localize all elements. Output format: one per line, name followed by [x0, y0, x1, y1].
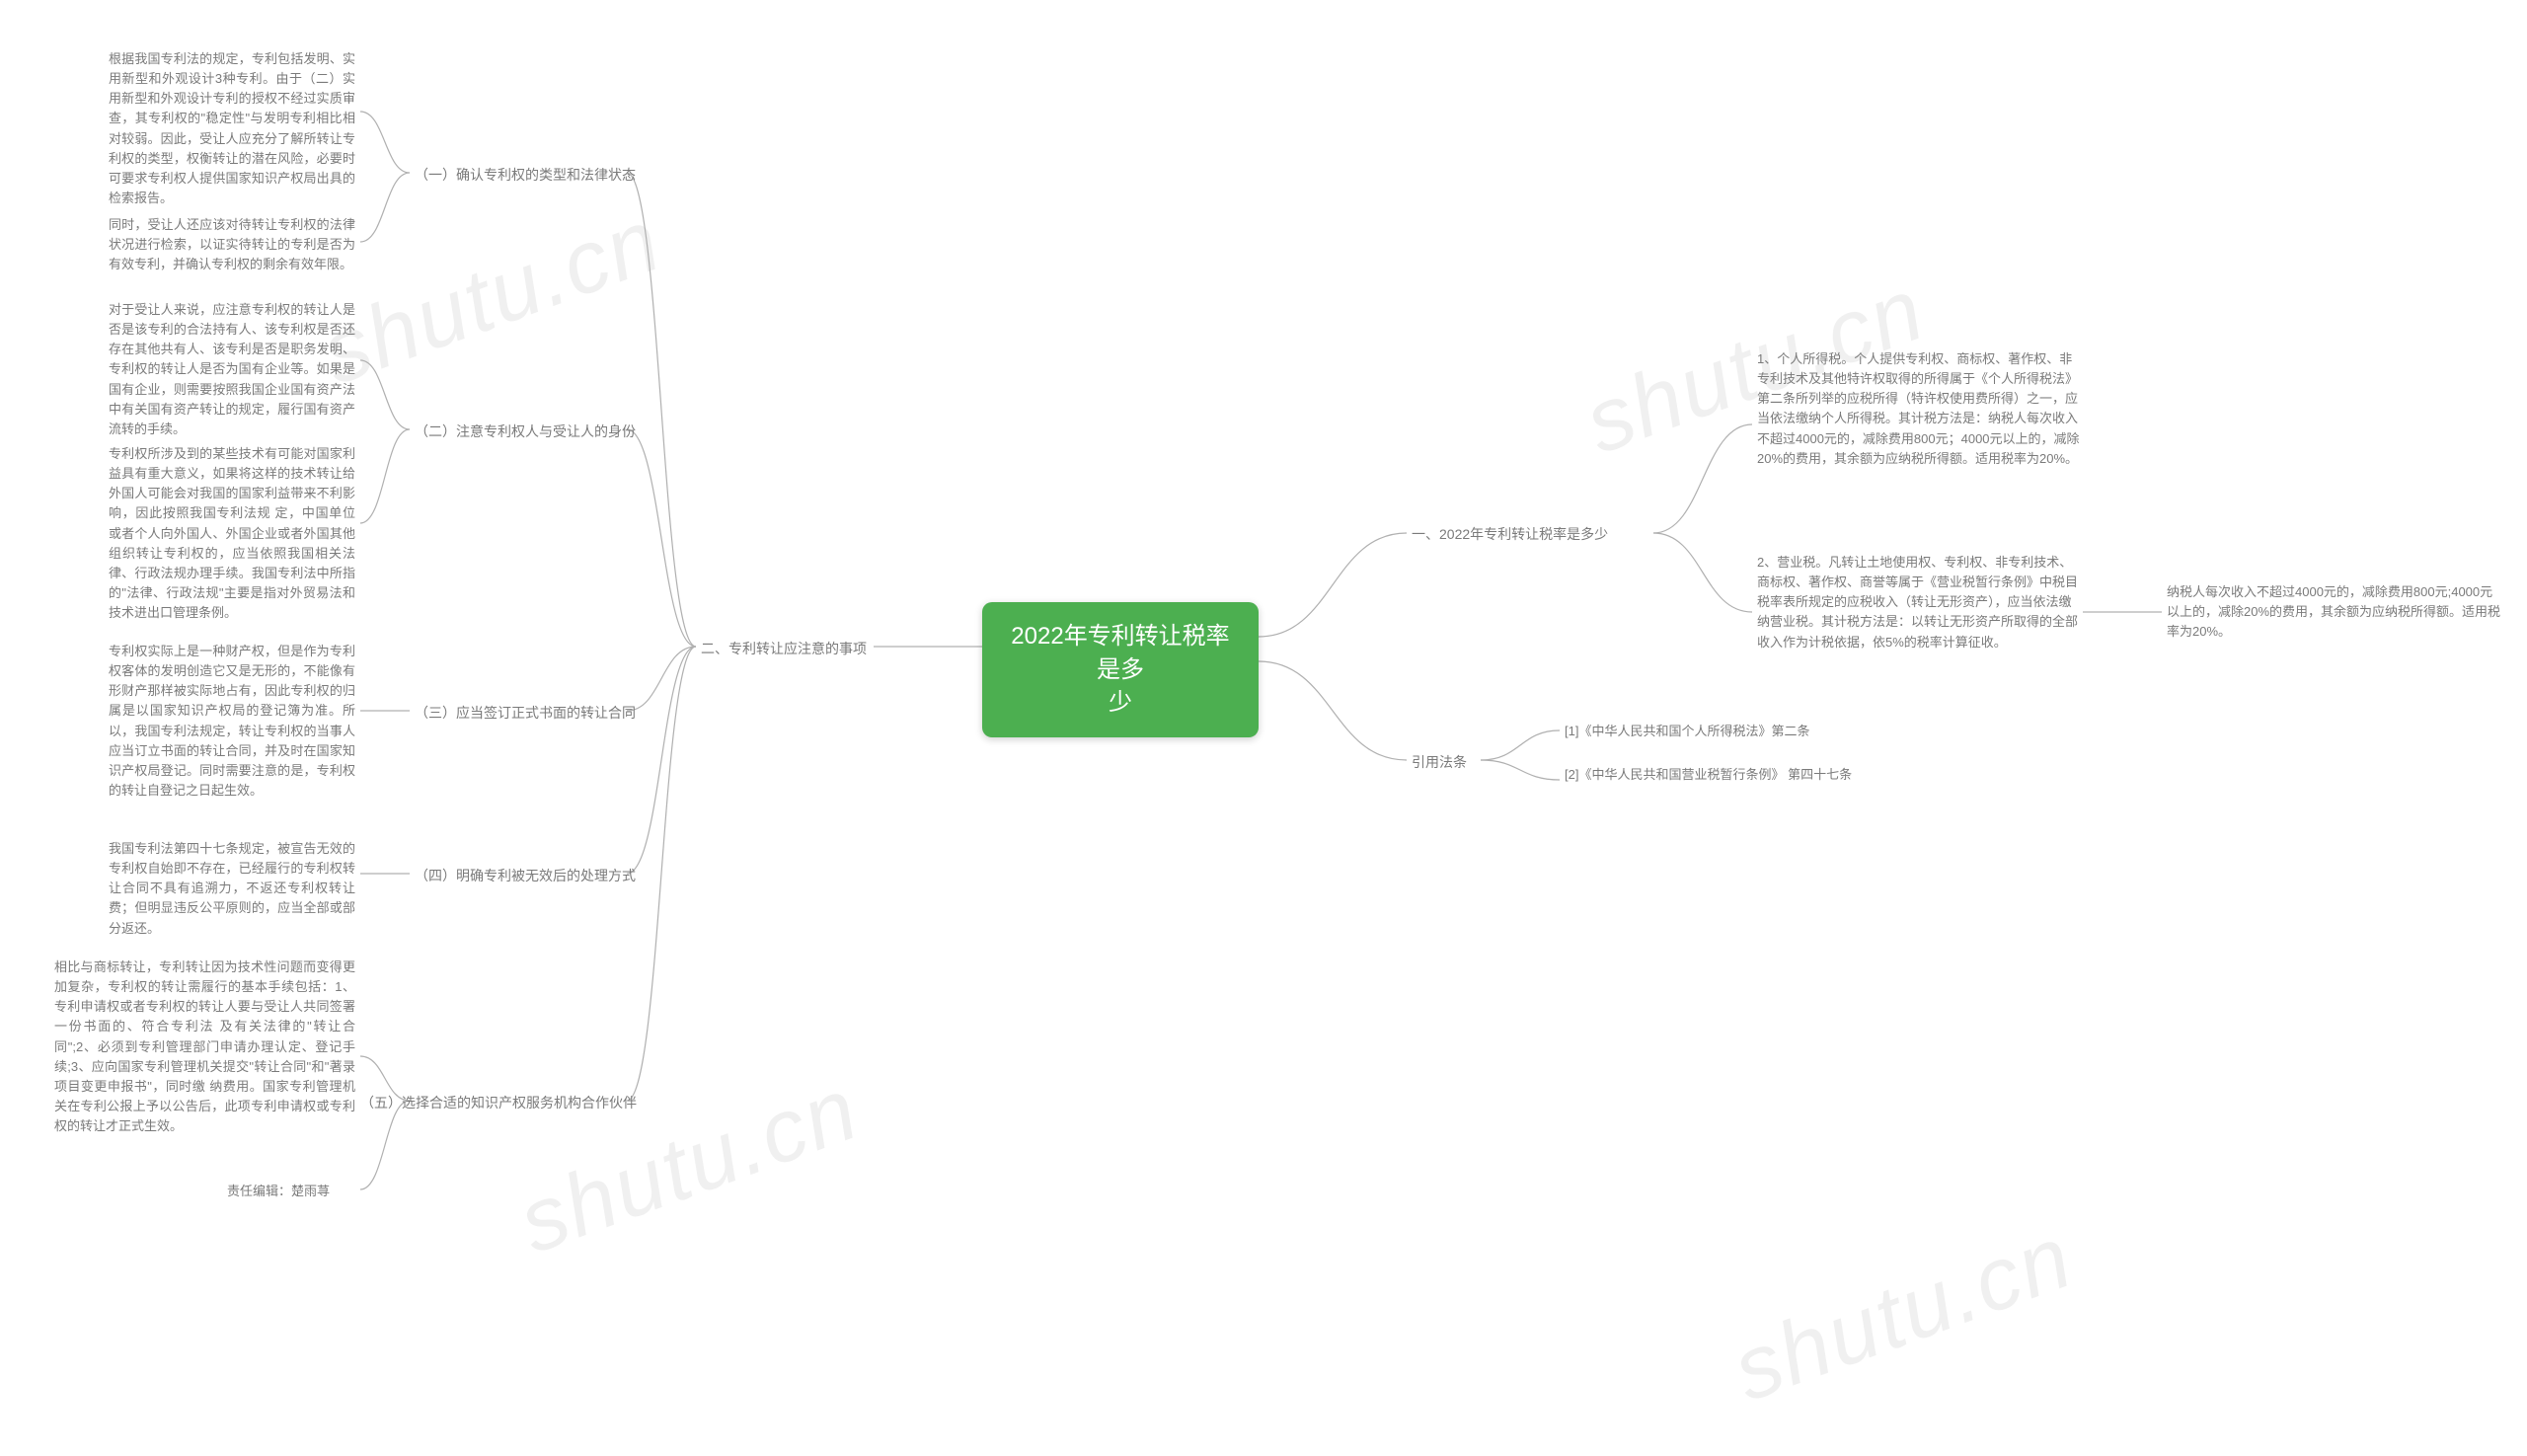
left-sub1-p1: 根据我国专利法的规定，专利包括发明、实用新型和外观设计3种专利。由于（二）实用新… [109, 49, 355, 208]
right-ref-2: [2]《中华人民共和国营业税暂行条例》 第四十七条 [1565, 765, 1880, 785]
left-sub5-label: （五）选择合适的知识产权服务机构合作伙伴 [360, 1093, 637, 1112]
left-sub3-label: （三）应当签订正式书面的转让合同 [415, 703, 636, 723]
left-sub4-p1: 我国专利法第四十七条规定，被宣告无效的专利权自始即不存在，已经履行的专利权转让合… [109, 839, 355, 939]
right-leaf-1: 1、个人所得税。个人提供专利权、商标权、著作权、非专利技术及其他特许权取得的所得… [1757, 349, 2083, 469]
watermark: shutu.cn [1721, 1206, 2086, 1422]
right-ref-1: [1]《中华人民共和国个人所得税法》第二条 [1565, 722, 1880, 741]
right-branch-1-label: 一、2022年专利转让税率是多少 [1412, 524, 1608, 544]
left-sub2-p2: 专利权所涉及到的某些技术有可能对国家利益具有重大意义，如果将这样的技术转让给外国… [109, 444, 355, 623]
root-node: 2022年专利转让税率是多少 [982, 602, 1259, 737]
connector-lines [0, 0, 2527, 1456]
left-sub4-label: （四）明确专利被无效后的处理方式 [415, 866, 636, 885]
left-sub5-p1: 相比与商标转让，专利转让因为技术性问题而变得更加复杂，专利权的转让需履行的基本手… [54, 958, 355, 1136]
left-sub2-p1: 对于受让人来说，应注意专利权的转让人是否是该专利的合法持有人、该专利权是否还存在… [109, 300, 355, 439]
left-sub3-p1: 专利权实际上是一种财产权，但是作为专利权客体的发明创造它又是无形的，不能像有形财… [109, 642, 355, 801]
watermark: shutu.cn [506, 1058, 872, 1274]
left-branch-label: 二、专利转让应注意的事项 [701, 639, 867, 658]
watermark: shutu.cn [309, 190, 674, 406]
right-leaf-2: 2、营业税。凡转让土地使用权、专利权、非专利技术、商标权、著作权、商誉等属于《营… [1757, 553, 2083, 652]
left-sub1-label: （一）确认专利权的类型和法律状态 [415, 165, 636, 185]
left-sub2-label: （二）注意专利权人与受让人的身份 [415, 421, 636, 441]
left-sub1-p2: 同时，受让人还应该对待转让专利权的法律状况进行检索，以证实待转让的专利是否为有效… [109, 215, 355, 274]
right-branch-2-label: 引用法条 [1412, 752, 1467, 772]
left-sub5-p2: 责任编辑：楚雨荨 [227, 1182, 355, 1201]
right-leaf-2-extra: 纳税人每次收入不超过4000元的，减除费用800元;4000元以上的，减除20%… [2167, 582, 2502, 642]
